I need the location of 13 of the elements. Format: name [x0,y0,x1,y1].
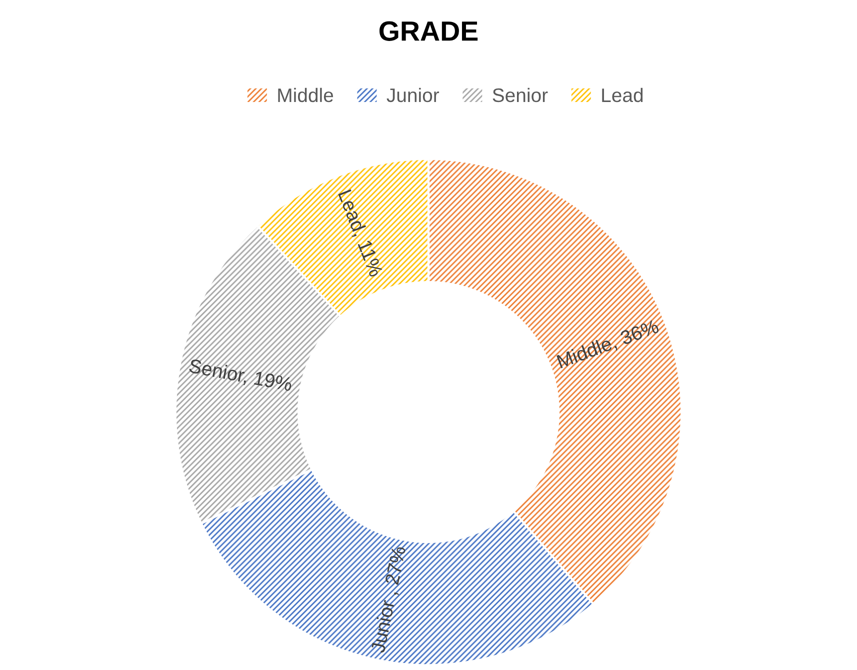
data-label: Senior, 19% [188,358,293,394]
legend-label: Senior [492,88,548,102]
donut-slice [176,226,340,524]
donut-slice [202,470,593,664]
chart-title: GRADE [379,21,478,41]
data-label: Junior , 27% [370,546,408,654]
legend-label: Middle [278,88,334,102]
data-label: Lead, 11% [336,189,384,278]
legend-label: Junior [386,88,440,102]
donut-slice [428,160,681,604]
donut-slice [258,160,428,316]
legend-label: Lead [602,88,643,102]
data-label: Middle, 36% [556,318,660,371]
